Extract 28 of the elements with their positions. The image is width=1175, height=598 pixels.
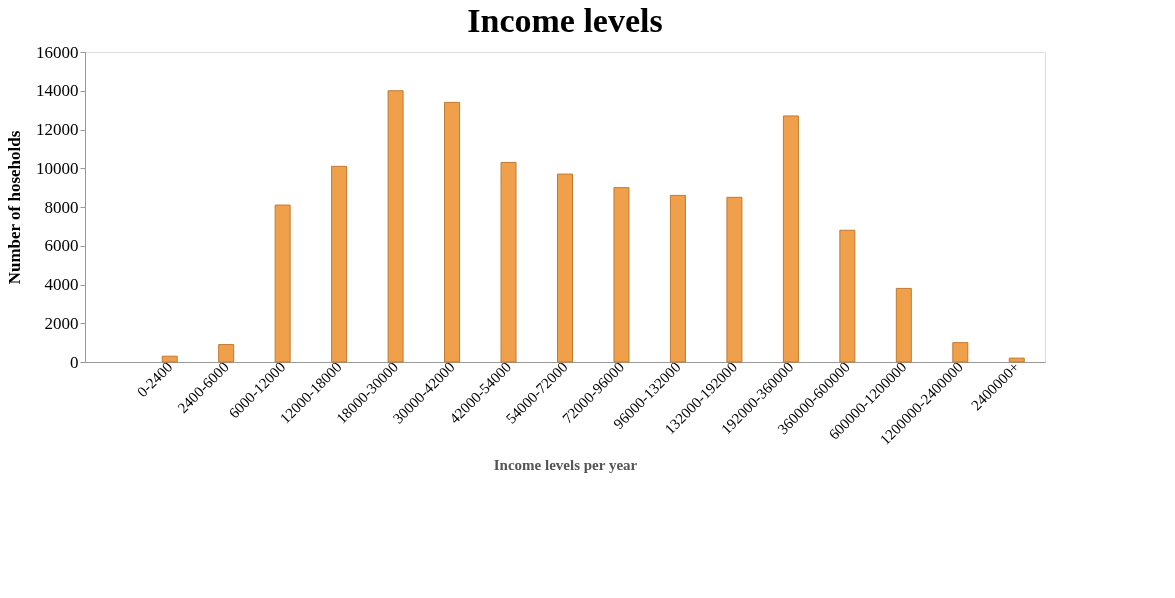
y-tick-label: 10000 — [36, 158, 79, 178]
bar — [387, 90, 404, 363]
bar — [331, 165, 348, 363]
bar — [726, 196, 743, 363]
y-tick-label: 0 — [70, 352, 79, 372]
bar — [500, 161, 517, 363]
bar — [952, 342, 969, 363]
y-tick-label: 4000 — [44, 275, 79, 294]
bar — [274, 204, 291, 363]
bar — [895, 287, 912, 363]
y-tick-label: 2000 — [44, 313, 79, 333]
bar — [669, 194, 686, 363]
y-tick-label: 14000 — [36, 81, 79, 101]
bar — [839, 229, 856, 363]
bar — [161, 355, 178, 363]
y-axis-title: Number of hoseholds — [5, 130, 24, 285]
y-tick-label: 8000 — [44, 197, 79, 217]
x-axis-title: Income levels per year — [493, 456, 638, 473]
y-tick-label: 16000 — [36, 42, 79, 62]
bar — [613, 187, 630, 363]
y-tick-label: 12000 — [36, 120, 79, 139]
bar — [557, 173, 573, 363]
chart-title: Income levels — [467, 2, 663, 39]
bar — [218, 344, 235, 363]
y-tick-label: 6000 — [44, 236, 79, 256]
bar — [782, 115, 799, 363]
bar — [1008, 357, 1025, 363]
bar — [444, 101, 461, 363]
